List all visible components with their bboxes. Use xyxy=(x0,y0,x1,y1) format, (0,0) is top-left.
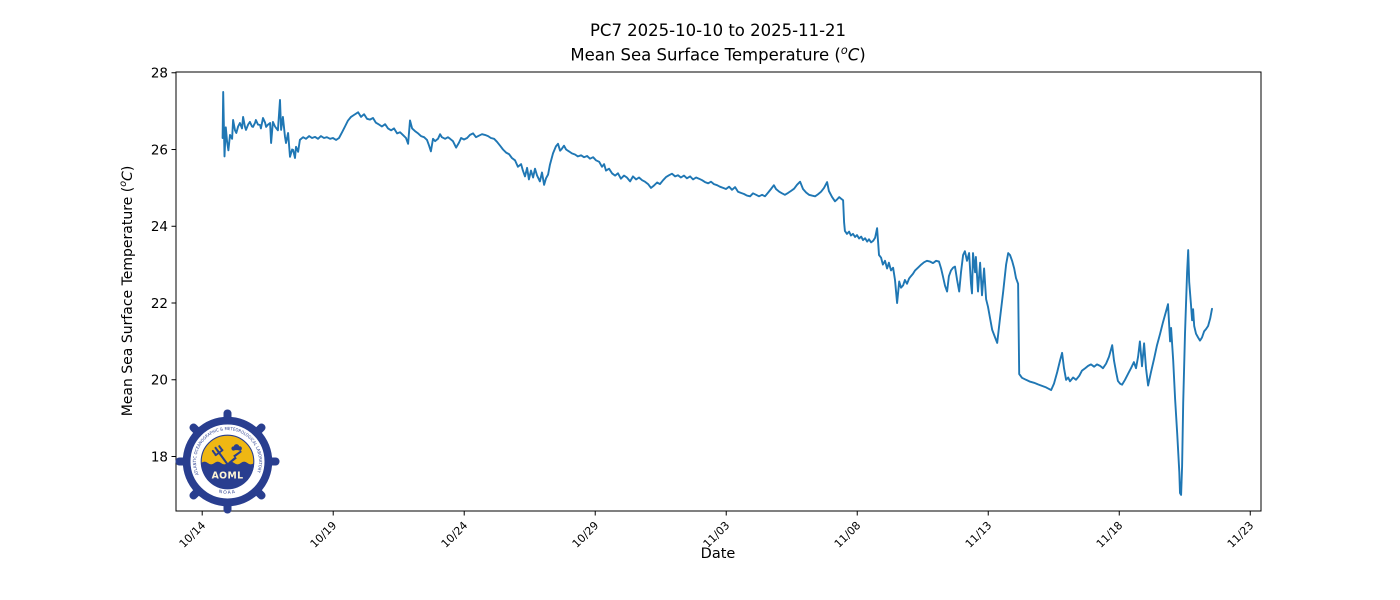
chart-title-line1: PC7 2025-10-10 to 2025-11-21 xyxy=(589,21,847,40)
chart-title-line2: Mean Sea Surface Temperature (oC) xyxy=(570,44,866,65)
logo-sea xyxy=(201,461,254,490)
x-axis-title: Date xyxy=(700,546,736,562)
aoml-logo: AOML ATLANTIC OCEANOGRAPHIC & METEOROLOG… xyxy=(175,409,280,514)
y-tick-label: 18 xyxy=(151,449,168,465)
x-tick-label: 11/13 xyxy=(963,519,995,551)
inner-field-border xyxy=(200,434,255,489)
wheel-rim xyxy=(182,416,273,507)
axes-frame xyxy=(175,71,1262,512)
sst-line xyxy=(221,91,1213,496)
x-tick-label: 10/19 xyxy=(308,519,340,551)
y-tick-label: 22 xyxy=(151,296,168,312)
y-tick-label: 28 xyxy=(151,66,168,82)
x-tick-label: 10/14 xyxy=(177,519,209,551)
y-tick-label: 26 xyxy=(151,142,168,158)
logo-noaa-text: NOAA xyxy=(218,489,237,496)
trident-icon xyxy=(211,445,232,470)
lightning-icon xyxy=(223,450,242,470)
y-tick-label: 24 xyxy=(151,219,168,235)
x-axis-ticks: 10/14 10/19 10/24 10/29 11/03 11/08 11/13 11/18… xyxy=(177,511,1257,551)
aoml-acronym: AOML xyxy=(212,471,244,482)
x-tick-label: 11/23 xyxy=(1225,519,1257,551)
x-tick-label: 10/29 xyxy=(570,519,602,551)
x-tick-label: 10/24 xyxy=(439,519,471,551)
x-tick-label: 11/18 xyxy=(1094,519,1126,551)
cloud-icon xyxy=(231,444,242,451)
y-axis-title: Mean Sea Surface Temperature (oC) xyxy=(118,165,136,417)
x-tick-label: 11/08 xyxy=(832,519,864,551)
y-tick-label: 20 xyxy=(151,373,168,389)
y-axis-ticks: 18 20 22 24 26 28 xyxy=(151,66,176,465)
